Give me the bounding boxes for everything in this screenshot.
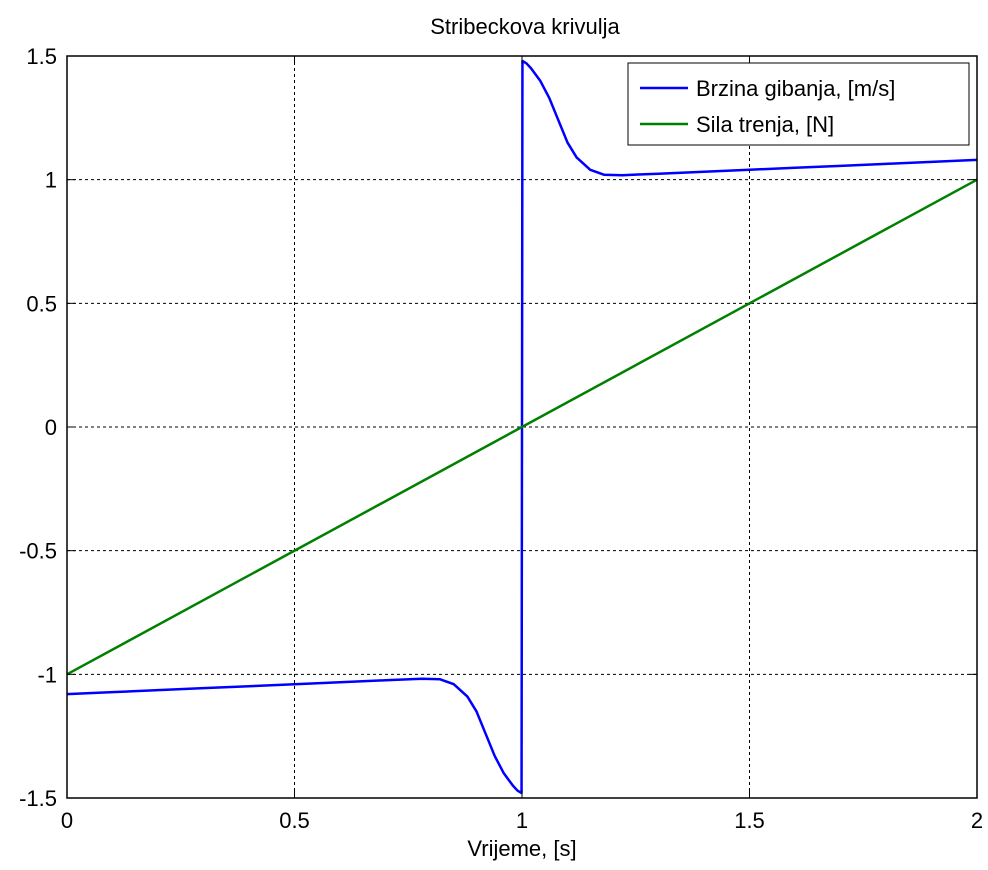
legend-label-friction: Sila trenja, [N] [696,112,834,137]
y-tick-label: -1.5 [19,786,57,811]
y-tick-label: -0.5 [19,539,57,564]
series-line-1 [66,178,978,676]
y-tick-label: -1 [37,662,57,687]
legend-label-velocity: Brzina gibanja, [m/s] [696,76,895,101]
chart-title: Stribeckova krivulja [430,14,620,39]
legend-box [627,62,970,146]
x-axis-label: Vrijeme, [s] [467,836,576,861]
y-tick-label: 1 [45,168,57,193]
x-tick-label: 1.5 [734,808,765,833]
axis-ticks: 0 0.5 1 1.5 2 -1.5 -1 -0.5 0 0.5 1 1.5 [19,44,983,833]
x-tick-label: 2 [971,808,983,833]
x-tick-label: 0 [61,808,73,833]
y-tick-label: 1.5 [26,44,57,69]
y-tick-label: 0.5 [26,291,57,316]
y-tick-label: 0 [45,415,57,440]
legend: Brzina gibanja, [m/s] Sila trenja, [N] [627,62,970,146]
series-layer [66,59,978,795]
x-tick-label: 1 [516,808,528,833]
x-tick-label: 0.5 [279,808,310,833]
